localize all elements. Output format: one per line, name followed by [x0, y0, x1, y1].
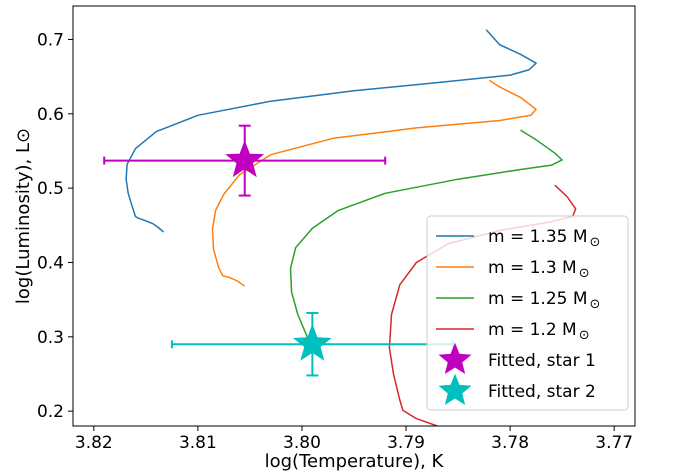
legend-label-1: m = 1.35 M ⊙: [488, 227, 600, 250]
fitted-star-1: [103, 124, 387, 197]
y-tick-label: 0.6: [37, 105, 64, 125]
y-axis: 0.2 0.3 0.4 0.5 0.6 0.7: [37, 30, 73, 422]
y-tick-label: 0.7: [37, 30, 64, 50]
x-tick-label: 3.82: [75, 433, 113, 453]
legend-subscript: ⊙: [590, 297, 601, 312]
series-line-4: [388, 184, 577, 426]
legend-label-3: m = 1.25 M ⊙: [488, 289, 600, 312]
series-line-1: [125, 29, 537, 233]
x-axis: 3.82 3.81 3.80 3.79 3.78 3.77: [75, 426, 633, 453]
axes-frame: [72, 5, 636, 427]
x-tick-label: 3.79: [387, 433, 425, 453]
legend-star-label-2: Fitted, star 2: [488, 382, 596, 402]
legend-label-2: m = 1.3 M ⊙: [488, 258, 590, 281]
legend-star-1: [438, 342, 472, 374]
y-tick-label: 0.3: [37, 328, 64, 348]
star-marker: [225, 140, 265, 178]
legend-star-2: [438, 373, 472, 405]
legend-subscript: ⊙: [590, 235, 601, 250]
legend-subscript: ⊙: [579, 328, 590, 343]
series-line-3: [289, 129, 563, 350]
x-tick-label: 3.80: [283, 433, 321, 453]
fitted-star-2: [170, 312, 454, 377]
star-marker: [292, 323, 332, 361]
x-tick-label: 3.78: [491, 433, 529, 453]
legend-star-label-1: Fitted, star 1: [488, 351, 596, 371]
y-tick-label: 0.5: [37, 179, 64, 199]
legend-label-4: m = 1.2 M ⊙: [488, 320, 590, 343]
legend-subscript: ⊙: [579, 266, 590, 281]
x-tick-label: 3.77: [595, 433, 633, 453]
legend-box: [426, 215, 629, 411]
series-line-2: [211, 79, 537, 287]
y-tick-label: 0.2: [37, 402, 64, 422]
x-tick-label: 3.81: [179, 433, 217, 453]
legend: m = 1.35 M ⊙ m = 1.3 M ⊙ m = 1.25 M ⊙ m = 1.2 …: [426, 215, 629, 411]
y-tick-label: 0.4: [37, 253, 64, 273]
plot-inner: [103, 29, 577, 426]
y-axis-label: log(Luminosity), L⊙: [13, 128, 34, 304]
x-axis-label: log(Temperature), K: [265, 451, 445, 472]
plot-area: [103, 29, 577, 426]
